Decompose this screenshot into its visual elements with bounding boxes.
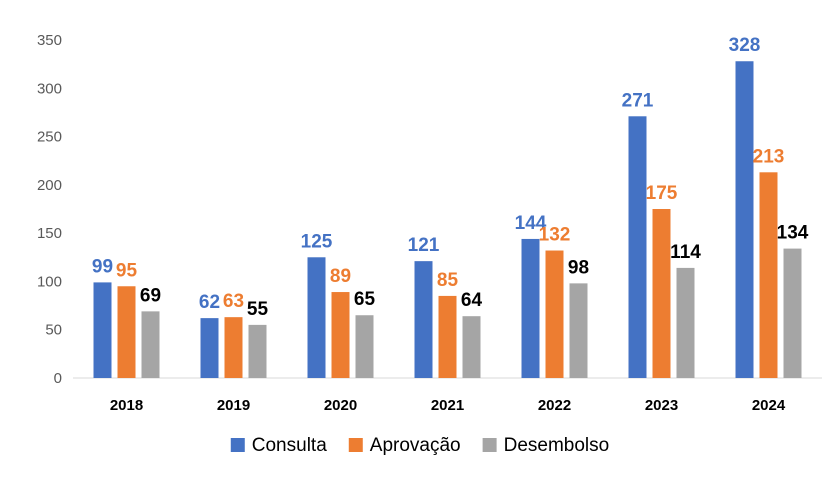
data-label: 144 (515, 213, 547, 234)
x-tick-label: 2021 (431, 397, 464, 414)
y-tick-label: 250 (37, 129, 62, 146)
legend-label: Consulta (252, 435, 327, 456)
bar-desembolso-2019 (248, 324, 267, 378)
data-label: 69 (140, 285, 161, 306)
bar-consulta-2018 (93, 282, 112, 378)
legend-swatch (230, 438, 245, 452)
bar-desembolso-2023 (676, 267, 695, 378)
x-tick-label: 2022 (538, 397, 571, 414)
data-label: 175 (646, 183, 678, 204)
data-label: 55 (247, 299, 269, 320)
legend-swatch (482, 438, 497, 452)
x-tick-label: 2019 (217, 397, 250, 414)
bar-aprovao-2022 (545, 250, 564, 378)
data-label: 271 (622, 90, 654, 111)
data-label: 89 (330, 266, 351, 287)
data-label: 132 (539, 225, 571, 246)
bar-consulta-2022 (521, 238, 540, 378)
x-tick-label: 2023 (645, 397, 678, 414)
legend-label: Desembolso (504, 435, 610, 456)
data-label: 99 (92, 256, 113, 277)
legend-swatch (348, 438, 363, 452)
bar-desembolso-2024 (783, 248, 802, 378)
bar-desembolso-2022 (569, 283, 588, 378)
data-label: 98 (568, 257, 589, 278)
data-label: 134 (777, 223, 809, 244)
x-tick-label: 2020 (324, 397, 357, 414)
y-tick-label: 300 (37, 80, 62, 97)
y-tick-label: 0 (54, 370, 62, 387)
data-label: 85 (437, 270, 459, 291)
x-tick-label: 2018 (110, 397, 143, 414)
data-label: 114 (670, 242, 701, 263)
y-tick-label: 50 (45, 322, 62, 339)
bar-aprovao-2019 (224, 317, 243, 378)
x-tick-label: 2024 (752, 397, 786, 414)
bar-aprovao-2024 (759, 172, 778, 378)
data-label: 121 (408, 235, 440, 256)
data-label: 95 (116, 260, 138, 281)
bar-aprovao-2023 (652, 209, 671, 378)
bar-desembolso-2018 (141, 311, 160, 378)
data-label: 213 (753, 146, 785, 167)
legend-label: Aprovação (370, 435, 461, 456)
bar-aprovao-2021 (438, 295, 457, 378)
bar-aprovao-2020 (331, 292, 350, 378)
data-label: 65 (354, 289, 376, 310)
bar-consulta-2021 (414, 261, 433, 378)
data-label: 328 (729, 35, 761, 56)
data-label: 64 (461, 290, 483, 311)
bar-desembolso-2021 (462, 316, 481, 378)
bar-consulta-2024 (735, 61, 754, 378)
y-tick-label: 100 (37, 273, 62, 290)
data-label: 62 (199, 292, 220, 313)
y-tick-label: 350 (37, 32, 62, 49)
bar-aprovao-2018 (117, 286, 136, 378)
bar-consulta-2020 (307, 257, 326, 378)
data-label: 63 (223, 291, 244, 312)
y-tick-label: 200 (37, 177, 62, 194)
data-label: 125 (301, 231, 333, 252)
y-tick-label: 150 (37, 225, 62, 242)
bar-consulta-2019 (200, 318, 219, 378)
bar-desembolso-2020 (355, 315, 374, 378)
bar-consulta-2023 (628, 116, 647, 378)
